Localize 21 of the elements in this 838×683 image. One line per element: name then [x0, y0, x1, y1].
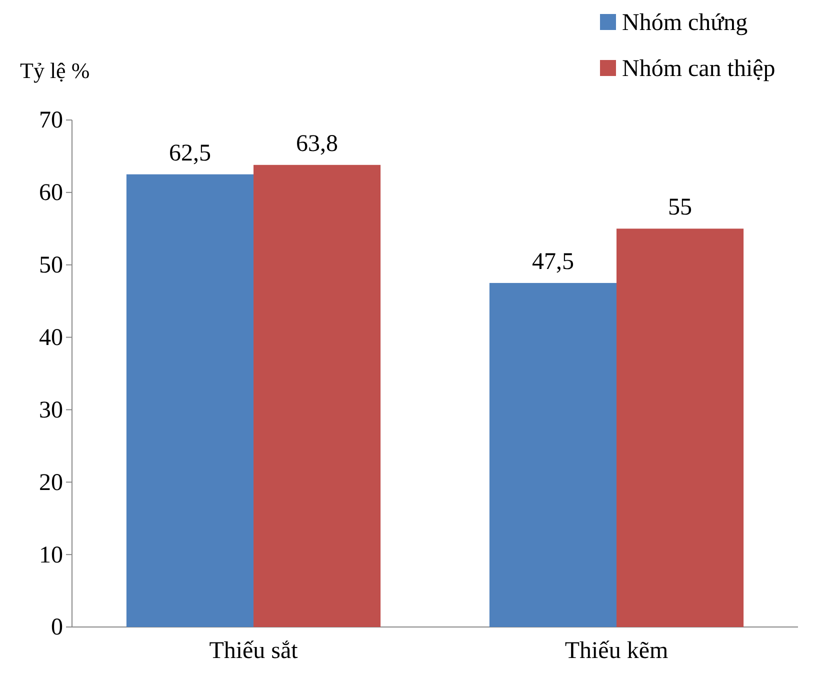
bar [489, 282, 616, 627]
x-tick-label: Thiếu sắt [209, 638, 298, 664]
y-tick-label: 0 [51, 614, 63, 641]
y-tick-label: 40 [39, 324, 63, 351]
y-tick-label: 50 [39, 252, 63, 279]
bar [254, 164, 381, 627]
y-axis-title: Tỷ lệ % [20, 58, 90, 83]
legend-label: Nhóm can thiệp [622, 56, 776, 82]
y-tick-label: 60 [39, 180, 63, 206]
y-tick-label: 30 [39, 397, 63, 424]
data-label: 47,5 [532, 248, 574, 275]
bar [126, 174, 254, 627]
data-label: 63,8 [296, 130, 338, 157]
x-tick-label: Thiếu kẽm [564, 638, 668, 664]
data-label: 55 [668, 194, 692, 221]
bar [616, 228, 744, 627]
y-tick-label: 10 [39, 542, 63, 568]
y-tick-label: 70 [39, 108, 63, 134]
data-label: 62,5 [168, 140, 211, 166]
legend-label: Nhóm chứng [622, 10, 748, 36]
y-tick-label: 20 [39, 470, 63, 496]
